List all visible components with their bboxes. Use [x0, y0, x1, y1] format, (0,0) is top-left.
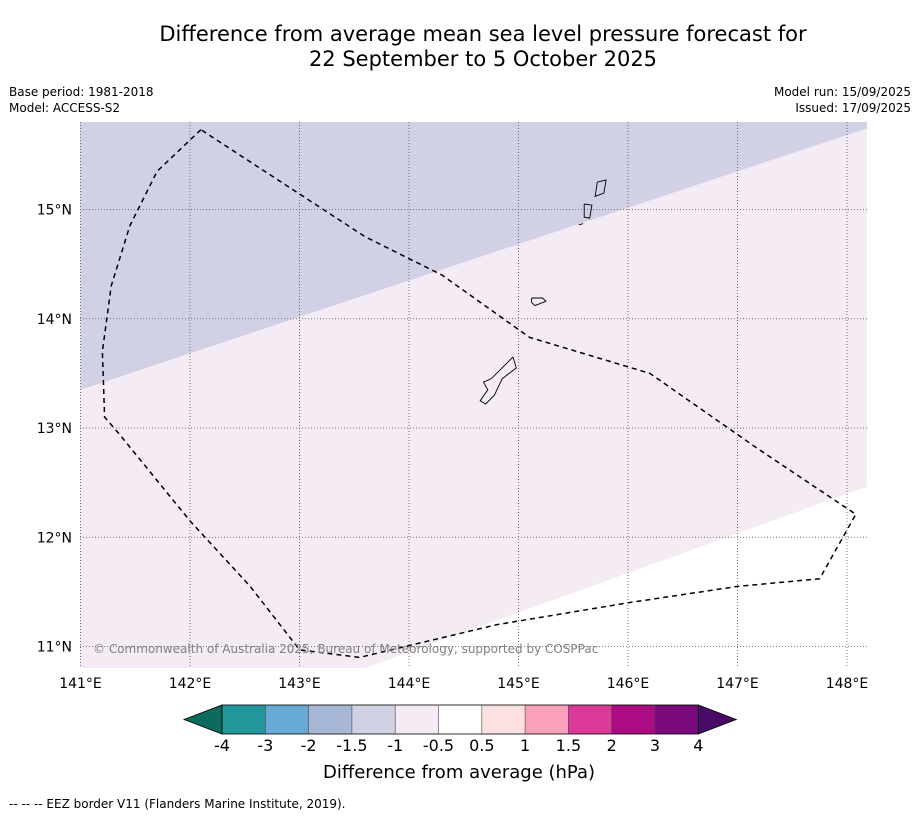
colorbar-tick-label: -3	[257, 736, 273, 755]
meta-right: Model run: 15/09/2025 Issued: 17/09/2025	[774, 84, 911, 116]
colorbar-tick-label: -1.5	[336, 736, 367, 755]
longitude-tick-label: 145°E	[497, 676, 540, 692]
colorbar-under-arrow	[182, 704, 223, 735]
longitude-labels: 141°E 142°E 143°E 144°E 145°E 146°E 147°E 148°E	[59, 676, 868, 692]
colorbar-title: Difference from average (hPa)	[323, 762, 595, 783]
latitude-labels: 11°N 12°N 13°N 14°N 15°N	[37, 203, 72, 656]
band-minus1p5-to-minus1	[80, 122, 867, 390]
longitude-tick-label: 142°E	[169, 676, 212, 692]
latitude-tick-label: 12°N	[37, 530, 72, 546]
graticule	[80, 122, 867, 668]
longitude-tick-label: 147°E	[716, 676, 759, 692]
model-text: Model: ACCESS-S2	[9, 101, 121, 115]
title-line-2: 22 September to 5 October 2025	[308, 47, 658, 71]
longitude-tick-label: 143°E	[278, 676, 321, 692]
colorbar-tick-label: 1	[520, 736, 530, 755]
longitude-tick-label: 148°E	[826, 676, 869, 692]
colorbar-tick-label: 0.5	[469, 736, 494, 755]
island-outline	[531, 297, 547, 307]
copyright-text: © Commonwealth of Australia 2025, Bureau…	[93, 642, 598, 656]
island-outline	[594, 179, 607, 198]
colorbar-swatch	[438, 705, 482, 734]
colorbar-swatch	[222, 705, 266, 734]
latitude-tick-label: 13°N	[37, 421, 72, 437]
colorbar-swatch	[481, 705, 526, 734]
colorbar-swatch	[525, 705, 569, 734]
colorbar-swatch	[568, 705, 612, 734]
latitude-tick-label: 14°N	[37, 312, 72, 328]
longitude-tick-label: 144°E	[388, 676, 431, 692]
base-period-text: Base period: 1981-2018	[9, 85, 154, 99]
colorbar-tick-label: 3	[650, 736, 660, 755]
eez-footnote: -- -- -- EEZ border V11 (Flanders Marine…	[9, 797, 346, 811]
colorbar-swatch	[655, 705, 699, 734]
colorbar-tick-label: -4	[214, 736, 230, 755]
colorbar-tick-label: -0.5	[423, 736, 454, 755]
colorbar-over-arrow	[697, 704, 738, 735]
colorbar-swatch	[265, 705, 309, 734]
island-outline	[578, 223, 584, 226]
chart-title: Difference from average mean sea level p…	[80, 22, 886, 72]
colorbar-swatch	[351, 705, 396, 734]
colorbar-swatch	[611, 705, 655, 734]
map-plot-area: © Commonwealth of Australia 2025, Bureau…	[80, 122, 867, 668]
meta-left: Base period: 1981-2018 Model: ACCESS-S2	[9, 84, 154, 116]
colorbar-tick-label: -2	[301, 736, 317, 755]
colorbar-swatch	[395, 705, 439, 734]
island-outline	[583, 203, 593, 219]
colorbar-tick-label: -1	[387, 736, 403, 755]
colorbar: -4 -3 -2 -1.5 -1 -0.5 0.5 1 1.5 2 3 4	[182, 704, 738, 755]
longitude-tick-label: 141°E	[59, 676, 102, 692]
eez-border	[101, 129, 857, 659]
colorbar-swatch	[308, 705, 352, 734]
issued-text: Issued: 17/09/2025	[795, 101, 911, 115]
colorbar-tick-label: 1.5	[556, 736, 581, 755]
pressure-shading	[80, 122, 867, 668]
map-figure: © Commonwealth of Australia 2025, Bureau…	[37, 122, 868, 783]
colorbar-tick-label: 2	[607, 736, 617, 755]
band-minus1-to-minus0p5	[80, 127, 867, 668]
colorbar-outline	[221, 704, 699, 735]
longitude-tick-label: 146°E	[607, 676, 650, 692]
colorbar-tick-label: 4	[693, 736, 703, 755]
model-run-text: Model run: 15/09/2025	[773, 85, 911, 99]
island-outline	[479, 356, 517, 405]
coastlines	[479, 179, 607, 405]
latitude-tick-label: 11°N	[37, 640, 72, 656]
title-line-1: Difference from average mean sea level p…	[159, 22, 807, 46]
latitude-tick-label: 15°N	[37, 203, 72, 219]
